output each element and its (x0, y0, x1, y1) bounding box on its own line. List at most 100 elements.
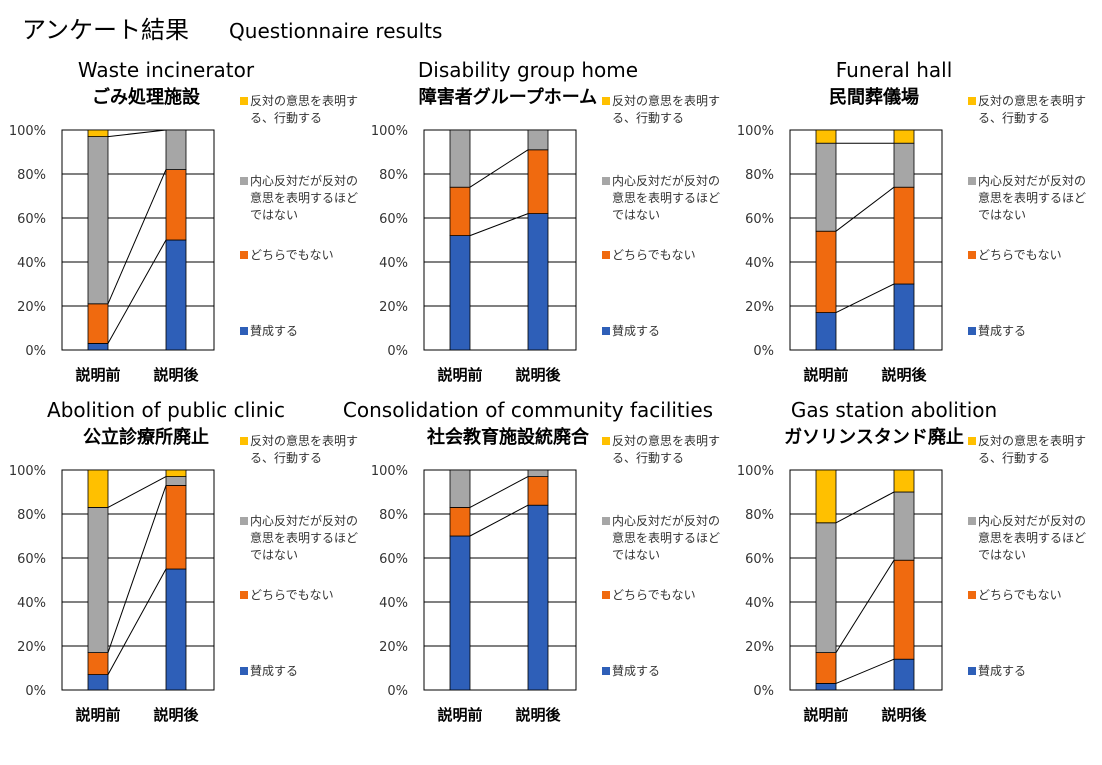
legend-swatch (968, 437, 976, 445)
y-tick-label: 80% (379, 508, 408, 523)
legend-item-inner: 内心反対だが反対の意思を表明するほどではない (968, 173, 1093, 224)
y-tick-label: 60% (745, 212, 774, 227)
bar-segment-inner (893, 491, 915, 561)
y-tick-label: 100% (9, 464, 46, 479)
legend-label: 反対の意思を表明する、行動する (250, 94, 359, 125)
legend-label: どちらでもない (250, 588, 334, 602)
series-line (107, 568, 167, 675)
y-tick-label: 0% (25, 344, 46, 359)
bar-segment-oppose (815, 129, 837, 144)
legend-swatch (602, 177, 610, 185)
series-line (469, 213, 529, 237)
legend-swatch (602, 251, 610, 259)
legend-swatch (602, 327, 610, 335)
legend-label: 反対の意思を表明する、行動する (612, 94, 721, 125)
y-tick-label: 80% (379, 168, 408, 183)
bar-segment-inner (815, 142, 837, 232)
legend-item-inner: 内心反対だが反対の意思を表明するほどではない (240, 173, 365, 224)
legend-label: 賛成する (978, 664, 1027, 678)
series-line (107, 239, 167, 344)
legend-swatch (602, 437, 610, 445)
legend-label: どちらでもない (612, 248, 696, 262)
legend-label: 内心反対だが反対の意思を表明するほどではない (612, 174, 721, 222)
legend-item-oppose: 反対の意思を表明する、行動する (968, 433, 1093, 467)
legend-label: 内心反対だが反対の意思を表明するほどではない (250, 514, 359, 562)
plot-area (61, 469, 215, 691)
legend-item-neutral: どちらでもない (602, 247, 727, 264)
x-tick-label: 説明前 (803, 366, 848, 384)
legend-label: どちらでもない (612, 588, 696, 602)
y-tick-label: 20% (17, 640, 46, 655)
plot-area (423, 129, 577, 351)
legend-swatch (602, 517, 610, 525)
bar-segment-neutral (527, 149, 549, 215)
chart-title-ja: 民間葬儀場 (829, 87, 919, 108)
legend-label: 内心反対だが反対の意思を表明するほどではない (250, 174, 359, 222)
chart-1: Waste incinerator ごみ処理施設 0% 20% 40% 60% 80% 100… (0, 55, 367, 425)
chart-title-ja: ガソリンスタンド廃止 (784, 427, 964, 448)
legend-swatch (240, 177, 248, 185)
x-tick-label: 説明後 (153, 366, 199, 384)
legend-item-support: 賛成する (602, 323, 727, 340)
legend-label: 賛成する (612, 324, 661, 338)
series-line (107, 485, 167, 653)
y-tick-label: 0% (753, 344, 774, 359)
plot-area (61, 129, 215, 351)
legend-label: 内心反対だが反対の意思を表明するほどではない (612, 514, 721, 562)
chart-plot: 0% 20% 40% 60% 80% 100% 説明前 説明後 (9, 464, 215, 724)
series-line (107, 169, 167, 304)
bar-segment-neutral (87, 303, 109, 344)
legend-swatch (240, 517, 248, 525)
bar-segment-neutral (815, 652, 837, 684)
y-tick-label: 0% (753, 684, 774, 699)
bar-segment-inner (527, 129, 549, 151)
bar-segment-inner (449, 469, 471, 508)
bar-segment-inner (527, 469, 549, 477)
bar-segment-inner (815, 522, 837, 654)
page-title-en: Questionnaire results (229, 19, 443, 43)
legend-label: どちらでもない (978, 248, 1062, 262)
series-line (469, 149, 529, 188)
bar-segment-neutral (87, 652, 109, 676)
chart-4: Abolition of public clinic 公立診療所廃止 0% 20% 40… (0, 395, 367, 765)
legend-item-neutral: どちらでもない (602, 587, 727, 604)
legend-item-oppose: 反対の意思を表明する、行動する (240, 433, 365, 467)
y-tick-label: 20% (17, 300, 46, 315)
legend-swatch (240, 251, 248, 259)
y-tick-label: 40% (745, 256, 774, 271)
series-line (835, 491, 895, 524)
page-title: アンケート結果 Questionnaire results (22, 10, 442, 45)
legend-item-inner: 内心反対だが反対の意思を表明するほどではない (602, 513, 727, 564)
chart-title-en: Disability group home (417, 58, 639, 82)
x-tick-label: 説明前 (75, 366, 120, 384)
legend-item-inner: 内心反対だが反対の意思を表明するほどではない (968, 513, 1093, 564)
chart-title-ja: 社会教育施設統廃合 (427, 427, 589, 448)
y-tick-label: 100% (737, 464, 774, 479)
legend-swatch (968, 517, 976, 525)
legend-item-support: 賛成する (240, 323, 365, 340)
legend-swatch (968, 177, 976, 185)
x-tick-label: 説明前 (803, 706, 848, 724)
y-tick-label: 40% (745, 596, 774, 611)
x-tick-label: 説明前 (75, 706, 120, 724)
legend-label: 賛成する (250, 664, 299, 678)
chart-2: Disability group home 障害者グループホーム 0% 20% 40% 6… (362, 55, 729, 425)
x-tick-label: 説明後 (153, 706, 199, 724)
bar-segment-oppose (893, 469, 915, 493)
y-tick-label: 20% (379, 640, 408, 655)
bar-segment-support (449, 235, 471, 351)
legend-label: 反対の意思を表明する、行動する (612, 434, 721, 465)
series-line (107, 476, 167, 508)
bar-segment-inner (165, 129, 187, 170)
chart-title-ja: 障害者グループホーム (418, 87, 598, 108)
plot-area (789, 469, 943, 691)
series-line (469, 504, 529, 537)
y-tick-label: 80% (17, 508, 46, 523)
chart-plot: 0% 20% 40% 60% 80% 100% 説明前 説明後 (371, 124, 577, 384)
bar-segment-neutral (527, 476, 549, 506)
bar-segment-neutral (449, 186, 471, 236)
legend-item-inner: 内心反対だが反対の意思を表明するほどではない (602, 173, 727, 224)
bar-segment-neutral (165, 485, 187, 570)
chart-6: Gas station abolition ガソリンスタンド廃止 0% 20% 40% 6… (728, 395, 1095, 765)
legend-label: どちらでもない (978, 588, 1062, 602)
